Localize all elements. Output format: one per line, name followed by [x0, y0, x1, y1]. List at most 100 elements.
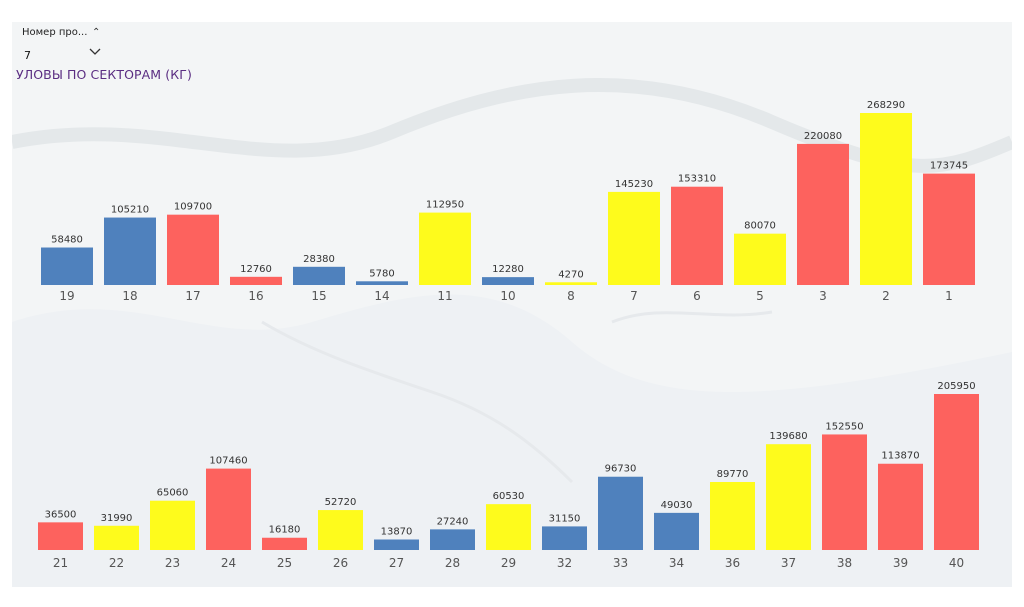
bar-sector-33[interactable] — [598, 476, 643, 550]
bar-sector-38[interactable] — [822, 434, 867, 550]
data-label-sector-27: 13870 — [381, 526, 413, 537]
data-label-sector-22: 31990 — [101, 513, 133, 524]
bar-sector-25[interactable] — [262, 537, 307, 550]
category-label-sector-32: 32 — [557, 556, 572, 570]
data-label-sector-37: 139680 — [769, 431, 807, 442]
data-label-sector-17: 109700 — [174, 202, 212, 213]
category-label-sector-14: 14 — [374, 289, 389, 303]
bar-sector-19[interactable] — [41, 247, 93, 285]
data-label-sector-24: 107460 — [209, 456, 247, 467]
slicer-value[interactable]: 7 — [24, 49, 31, 62]
bar-sector-11[interactable] — [419, 212, 471, 285]
category-label-sector-29: 29 — [501, 556, 516, 570]
category-label-sector-11: 11 — [437, 289, 452, 303]
category-label-sector-19: 19 — [59, 289, 74, 303]
bar-sector-28[interactable] — [430, 529, 475, 550]
data-label-sector-11: 112950 — [426, 200, 464, 211]
category-label-sector-2: 2 — [882, 289, 890, 303]
data-label-sector-16: 12760 — [240, 264, 272, 275]
category-label-sector-39: 39 — [893, 556, 908, 570]
category-label-sector-28: 28 — [445, 556, 460, 570]
category-label-sector-18: 18 — [122, 289, 137, 303]
data-label-sector-21: 36500 — [45, 509, 77, 520]
category-label-sector-34: 34 — [669, 556, 684, 570]
chevron-down-icon[interactable] — [88, 45, 102, 59]
data-label-sector-15: 28380 — [303, 254, 335, 265]
data-label-sector-26: 52720 — [325, 497, 357, 508]
data-label-sector-1: 173745 — [930, 161, 968, 172]
bar-sector-10[interactable] — [482, 277, 534, 285]
category-label-sector-36: 36 — [725, 556, 740, 570]
category-label-sector-40: 40 — [949, 556, 964, 570]
category-label-sector-26: 26 — [333, 556, 348, 570]
category-label-sector-1: 1 — [945, 289, 953, 303]
data-label-sector-28: 27240 — [437, 516, 469, 527]
category-label-sector-38: 38 — [837, 556, 852, 570]
chart-title: УЛОВЫ ПО СЕКТОРАМ (КГ) — [16, 67, 192, 82]
bar-sector-17[interactable] — [167, 214, 219, 285]
data-label-sector-40: 205950 — [937, 381, 975, 392]
bar-sector-2[interactable] — [860, 113, 912, 285]
chevron-up-icon[interactable]: ⌃ — [92, 27, 101, 38]
data-label-sector-18: 105210 — [111, 205, 149, 216]
data-label-sector-7: 145230 — [615, 179, 653, 190]
data-label-sector-10: 12280 — [492, 264, 524, 275]
slicer-label: Номер про... — [22, 27, 88, 38]
category-label-sector-22: 22 — [109, 556, 124, 570]
category-label-sector-5: 5 — [756, 289, 764, 303]
bar-sector-34[interactable] — [654, 512, 699, 550]
category-label-sector-33: 33 — [613, 556, 628, 570]
category-label-sector-25: 25 — [277, 556, 292, 570]
bar-sector-37[interactable] — [766, 444, 811, 550]
bar-sector-5[interactable] — [734, 233, 786, 285]
category-label-sector-27: 27 — [389, 556, 404, 570]
bar-sector-6[interactable] — [671, 186, 723, 285]
category-label-sector-16: 16 — [248, 289, 263, 303]
bar-sector-39[interactable] — [878, 463, 923, 550]
data-label-sector-23: 65060 — [157, 488, 189, 499]
data-label-sector-33: 96730 — [605, 464, 637, 475]
category-label-sector-10: 10 — [500, 289, 515, 303]
bar-sector-8[interactable] — [545, 282, 597, 285]
bar-sector-3[interactable] — [797, 143, 849, 285]
bar-sector-32[interactable] — [542, 526, 587, 550]
bar-sector-36[interactable] — [710, 482, 755, 550]
bar-sector-23[interactable] — [150, 500, 195, 550]
bar-sector-14[interactable] — [356, 281, 408, 285]
data-label-sector-8: 4270 — [558, 269, 583, 280]
category-label-sector-3: 3 — [819, 289, 827, 303]
bar-sector-24[interactable] — [206, 468, 251, 550]
category-label-sector-8: 8 — [567, 289, 575, 303]
data-label-sector-14: 5780 — [369, 268, 394, 279]
bar-sector-29[interactable] — [486, 504, 531, 550]
data-label-sector-39: 113870 — [881, 451, 919, 462]
data-label-sector-38: 152550 — [825, 421, 863, 432]
data-label-sector-36: 89770 — [717, 469, 749, 480]
category-label-sector-21: 21 — [53, 556, 68, 570]
category-label-sector-7: 7 — [630, 289, 638, 303]
data-label-sector-3: 220080 — [804, 131, 842, 142]
bar-sector-22[interactable] — [94, 525, 139, 550]
category-label-sector-15: 15 — [311, 289, 326, 303]
bar-sector-27[interactable] — [374, 539, 419, 550]
bar-sector-7[interactable] — [608, 191, 660, 285]
bar-sector-1[interactable] — [923, 173, 975, 285]
bar-sector-40[interactable] — [934, 394, 979, 550]
data-label-sector-32: 31150 — [549, 513, 581, 524]
data-label-sector-34: 49030 — [661, 500, 693, 511]
bar-sector-16[interactable] — [230, 276, 282, 285]
data-label-sector-25: 16180 — [269, 525, 301, 536]
bar-sector-15[interactable] — [293, 266, 345, 285]
data-label-sector-29: 60530 — [493, 491, 525, 502]
bar-sector-21[interactable] — [38, 522, 83, 550]
category-label-sector-37: 37 — [781, 556, 796, 570]
bar-sector-26[interactable] — [318, 510, 363, 550]
category-label-sector-24: 24 — [221, 556, 236, 570]
category-label-sector-6: 6 — [693, 289, 701, 303]
category-label-sector-23: 23 — [165, 556, 180, 570]
data-label-sector-5: 80070 — [744, 221, 776, 232]
category-label-sector-17: 17 — [185, 289, 200, 303]
bar-sector-18[interactable] — [104, 217, 156, 285]
data-label-sector-6: 153310 — [678, 174, 716, 185]
